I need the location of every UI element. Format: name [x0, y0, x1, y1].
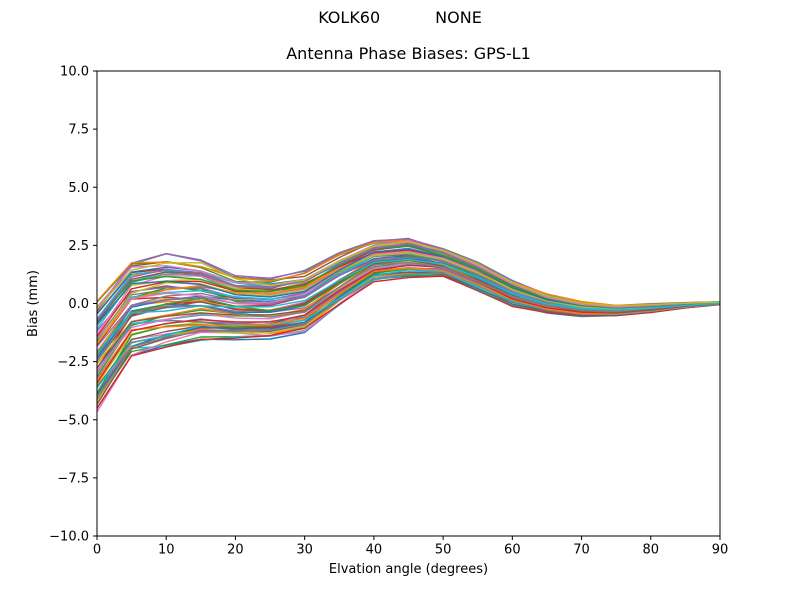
axes-title: Antenna Phase Biases: GPS-L1 — [286, 44, 531, 63]
suptitle-right: NONE — [435, 8, 482, 27]
y-tick-label: −7.5 — [57, 471, 89, 486]
bias-curves-group — [96, 237, 721, 413]
x-tick-label: 90 — [712, 543, 729, 558]
bias-curve — [96, 240, 721, 308]
y-tick-label: 7.5 — [68, 123, 89, 138]
suptitle: KOLK60 NONE — [0, 9, 800, 27]
x-tick-label: 40 — [366, 543, 383, 558]
bias-curve — [96, 258, 721, 353]
bias-curve — [96, 272, 721, 400]
y-tick-label: 0.0 — [68, 297, 89, 312]
x-tick-label: 30 — [296, 543, 313, 558]
y-tick-label: −10.0 — [49, 530, 89, 545]
bias-curve — [96, 267, 721, 381]
x-tick-label: 10 — [158, 543, 175, 558]
bias-curve — [96, 241, 721, 310]
y-tick-label: 2.5 — [68, 239, 89, 254]
y-tick-label: −5.0 — [57, 413, 89, 428]
axes-ticks-group: 0 10 20 30 40 50 60 70 80 90 10.0 7.5 5.0 2.5 0.0 −2.5 −… — [49, 65, 728, 558]
y-tick-label: 5.0 — [68, 181, 89, 196]
y-axis-label: Bias (mm) — [26, 270, 41, 337]
x-tick-label: 50 — [435, 543, 452, 558]
x-tick-label: 80 — [643, 543, 660, 558]
y-tick-label: −2.5 — [57, 355, 89, 370]
bias-curve — [96, 271, 721, 403]
x-axis-label: Elvation angle (degrees) — [329, 562, 488, 577]
bias-curve — [96, 271, 721, 405]
bias-curve — [96, 275, 721, 409]
x-tick-label: 0 — [93, 543, 101, 558]
x-tick-label: 20 — [227, 543, 244, 558]
suptitle-station: KOLK60 — [318, 8, 381, 27]
y-tick-label: 10.0 — [60, 65, 89, 80]
x-tick-label: 70 — [573, 543, 590, 558]
x-tick-label: 60 — [504, 543, 521, 558]
